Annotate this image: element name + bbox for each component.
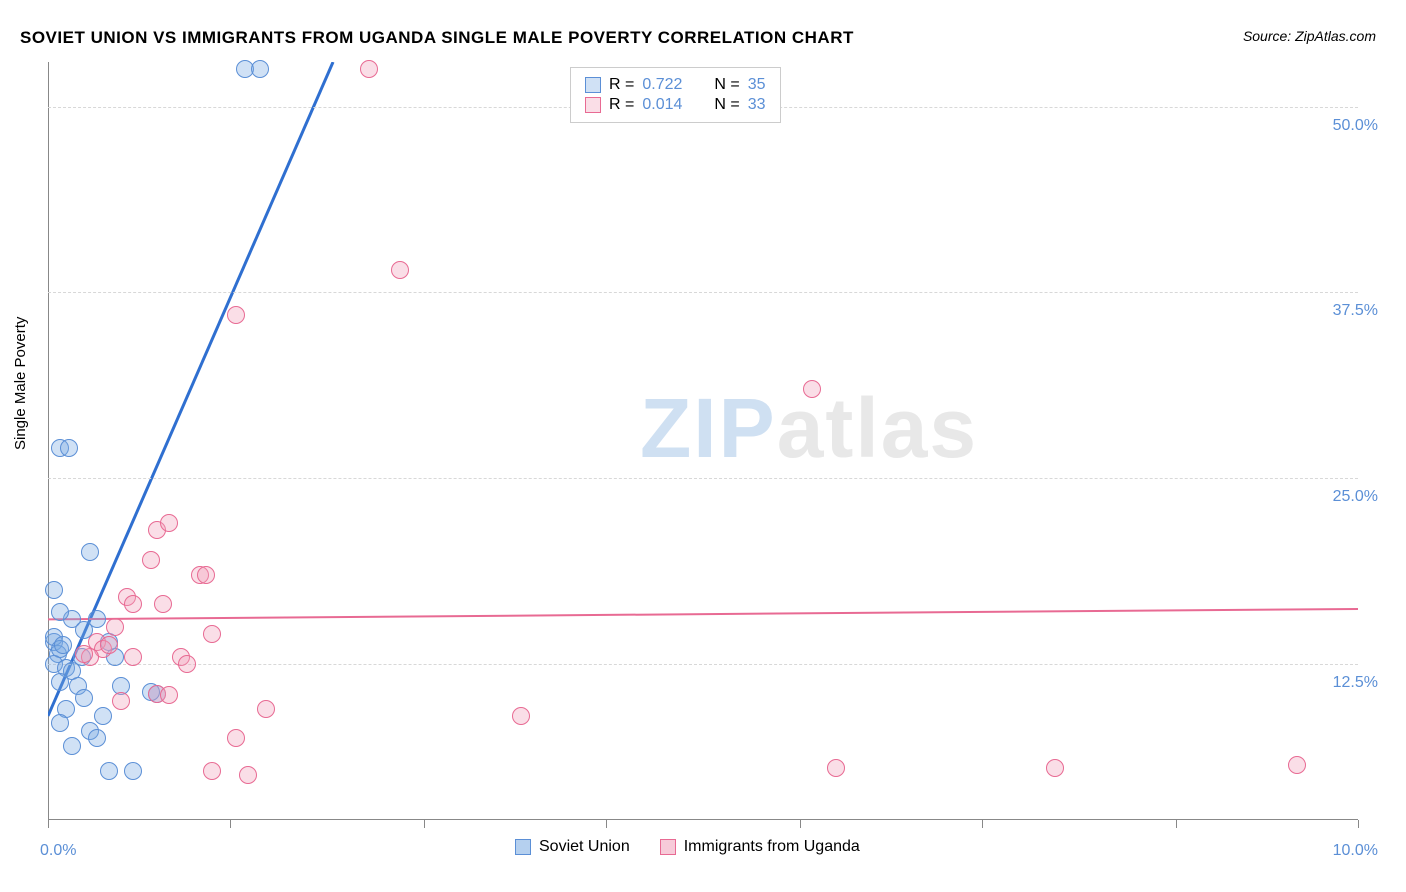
scatter-plot — [48, 62, 1358, 820]
grid-line — [48, 478, 1358, 479]
data-point — [75, 689, 93, 707]
x-tick — [424, 820, 425, 828]
data-point — [197, 566, 215, 584]
x-tick — [1176, 820, 1177, 828]
legend-correlation: R = 0.722 N = 35 R = 0.014 N = 33 — [570, 67, 781, 123]
legend-row: R = 0.722 N = 35 — [585, 76, 766, 94]
legend-item: Soviet Union — [515, 838, 630, 856]
x-axis-end-label: 10.0% — [1333, 842, 1378, 860]
data-point — [227, 306, 245, 324]
data-point — [251, 60, 269, 78]
legend-r-value: 0.722 — [642, 76, 682, 94]
data-point — [227, 729, 245, 747]
legend-item: Immigrants from Uganda — [660, 838, 860, 856]
data-point — [178, 655, 196, 673]
data-point — [124, 595, 142, 613]
grid-line — [48, 292, 1358, 293]
legend-label: Soviet Union — [539, 838, 630, 856]
data-point — [203, 625, 221, 643]
data-point — [106, 618, 124, 636]
data-point — [94, 707, 112, 725]
data-point — [391, 261, 409, 279]
data-point — [160, 686, 178, 704]
data-point — [360, 60, 378, 78]
x-tick — [1358, 820, 1359, 828]
data-point — [88, 610, 106, 628]
data-point — [512, 707, 530, 725]
data-point — [63, 737, 81, 755]
legend-n-value: 33 — [748, 96, 766, 114]
data-point — [154, 595, 172, 613]
x-tick — [48, 820, 49, 828]
legend-r-value: 0.014 — [642, 96, 682, 114]
legend-swatch — [660, 839, 676, 855]
data-point — [203, 762, 221, 780]
legend-n-label: N = — [714, 76, 739, 94]
x-tick — [606, 820, 607, 828]
data-point — [88, 729, 106, 747]
legend-label: Immigrants from Uganda — [684, 838, 860, 856]
trend-lines — [48, 62, 1358, 820]
grid-line — [48, 664, 1358, 665]
data-point — [257, 700, 275, 718]
data-point — [100, 636, 118, 654]
y-axis-label: Single Male Poverty — [12, 317, 29, 450]
data-point — [81, 543, 99, 561]
data-point — [239, 766, 257, 784]
data-point — [51, 714, 69, 732]
data-point — [51, 673, 69, 691]
data-point — [60, 439, 78, 457]
data-point — [1046, 759, 1064, 777]
legend-swatch — [585, 97, 601, 113]
y-tick-label: 25.0% — [1333, 488, 1378, 506]
source-attribution: Source: ZipAtlas.com — [1243, 28, 1376, 44]
data-point — [124, 648, 142, 666]
legend-series: Soviet Union Immigrants from Uganda — [515, 838, 860, 856]
data-point — [54, 636, 72, 654]
chart-title: SOVIET UNION VS IMMIGRANTS FROM UGANDA S… — [20, 28, 854, 48]
y-tick-label: 12.5% — [1333, 674, 1378, 692]
data-point — [45, 581, 63, 599]
legend-r-label: R = — [609, 96, 634, 114]
legend-n-label: N = — [714, 96, 739, 114]
y-axis-line — [48, 62, 49, 820]
data-point — [75, 645, 93, 663]
x-tick — [982, 820, 983, 828]
data-point — [112, 692, 130, 710]
y-tick-label: 50.0% — [1333, 117, 1378, 135]
data-point — [803, 380, 821, 398]
legend-swatch — [515, 839, 531, 855]
data-point — [1288, 756, 1306, 774]
y-tick-label: 37.5% — [1333, 302, 1378, 320]
data-point — [142, 551, 160, 569]
legend-swatch — [585, 77, 601, 93]
x-axis-origin-label: 0.0% — [40, 842, 76, 860]
x-axis-line — [48, 819, 1358, 820]
x-tick — [230, 820, 231, 828]
data-point — [124, 762, 142, 780]
data-point — [827, 759, 845, 777]
data-point — [160, 514, 178, 532]
legend-n-value: 35 — [748, 76, 766, 94]
data-point — [100, 762, 118, 780]
x-tick — [800, 820, 801, 828]
legend-row: R = 0.014 N = 33 — [585, 96, 766, 114]
data-point — [51, 603, 69, 621]
legend-r-label: R = — [609, 76, 634, 94]
